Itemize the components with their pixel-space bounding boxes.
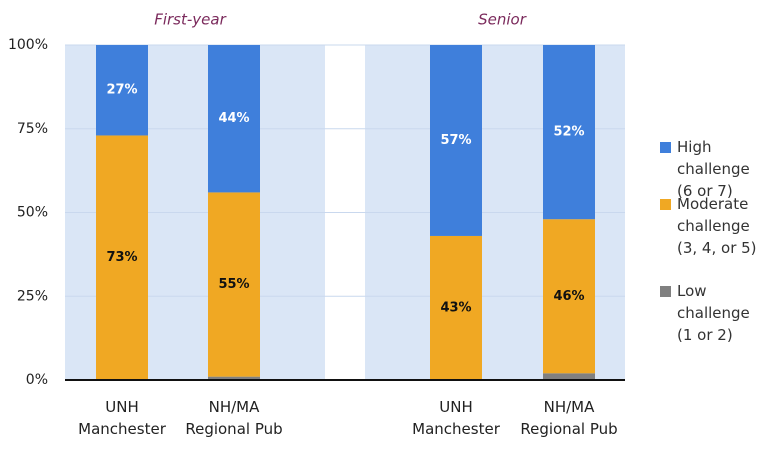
- x-tick-label: NH/MA Regional Pub: [520, 398, 618, 438]
- bar-segment: [543, 373, 595, 380]
- x-tick-label: NH/MA Regional Pub: [185, 398, 283, 438]
- value-label: 44%: [218, 111, 249, 126]
- legend-swatch: [660, 286, 671, 297]
- y-tick-label: 75%: [17, 121, 48, 137]
- legend-swatch: [660, 142, 671, 153]
- bar-segment: [430, 45, 482, 236]
- value-label: 55%: [218, 277, 249, 292]
- value-label: 52%: [553, 125, 584, 140]
- bar-segment: [96, 45, 148, 136]
- group-label: First-year: [154, 11, 226, 29]
- bar-segment: [208, 192, 260, 377]
- legend-label: Moderate challenge (3, 4, or 5): [677, 195, 757, 257]
- value-label: 27%: [106, 83, 137, 98]
- bar-segment: [96, 135, 148, 380]
- value-label: 46%: [553, 289, 584, 304]
- bar-segment: [208, 45, 260, 193]
- group-label: Senior: [478, 11, 527, 29]
- y-tick-label: 25%: [17, 288, 48, 304]
- x-tick-label: UNH Manchester: [412, 398, 500, 438]
- y-tick-label: 100%: [8, 37, 48, 53]
- bar-segment: [430, 235, 482, 380]
- legend-label: Low challenge (1 or 2): [677, 282, 750, 344]
- value-label: 57%: [440, 133, 471, 148]
- value-label: 43%: [440, 300, 471, 315]
- x-tick-label: UNH Manchester: [78, 398, 166, 438]
- legend-label: High challenge (6 or 7): [677, 138, 750, 200]
- bar-segment: [543, 219, 595, 374]
- bar-segment: [208, 376, 260, 380]
- legend-swatch: [660, 199, 671, 210]
- y-tick-label: 0%: [26, 372, 48, 388]
- bar-segment: [543, 45, 595, 220]
- value-label: 73%: [106, 250, 137, 265]
- y-tick-label: 50%: [17, 205, 48, 221]
